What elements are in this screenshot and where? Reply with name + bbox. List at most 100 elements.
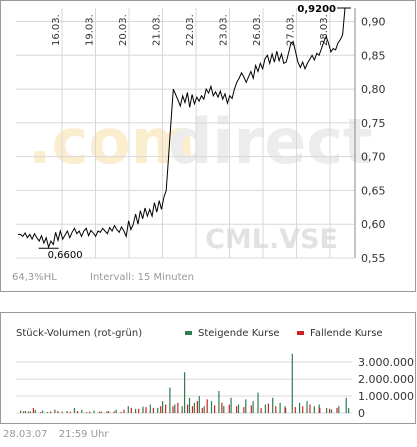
volume-bar-falling xyxy=(57,411,59,413)
volume-bar-falling xyxy=(160,406,162,413)
price-y-tick-labels: 0,90 0,85 0,80 0,75 0,70 0,65 0,60 0,55 xyxy=(361,16,386,265)
volume-bar-rising xyxy=(198,396,200,413)
volume-bar-falling xyxy=(250,405,252,413)
interval-label: Intervall: 15 Minuten xyxy=(90,272,194,283)
volume-bar-falling xyxy=(329,408,331,413)
volume-bar-falling xyxy=(27,411,30,413)
footer: 28.03.07 21:59 Uhr xyxy=(3,429,116,440)
volume-bar-rising xyxy=(326,407,328,413)
volume-bar-rising xyxy=(306,401,308,413)
volume-y-tick-label: 2.000.000 xyxy=(358,373,414,386)
footer-date: 28.03.07 xyxy=(3,429,48,440)
volume-bar-rising xyxy=(299,402,301,413)
volume-bar-rising xyxy=(174,404,176,413)
volume-bar-falling xyxy=(275,406,277,413)
footer-time: 21:59 Uhr xyxy=(58,429,109,440)
volume-bar-falling xyxy=(165,404,167,413)
volume-bar-falling xyxy=(319,407,321,413)
price-x-tick-label: 22.03. xyxy=(185,14,196,46)
volume-bar-rising xyxy=(46,412,49,413)
volume-bar-falling xyxy=(23,411,25,413)
volume-bar-falling xyxy=(187,404,189,413)
volume-bar-falling xyxy=(221,402,223,413)
price-x-tick-label: 19.03. xyxy=(85,14,96,46)
volume-bar-falling xyxy=(309,404,311,413)
legend-rising-label: Steigende Kurse xyxy=(198,328,280,339)
volume-bar-rising xyxy=(338,406,340,413)
volume-bar-falling xyxy=(196,401,198,413)
volume-bar-rising xyxy=(264,404,266,413)
volume-bar-falling xyxy=(89,411,91,413)
volume-bar-falling xyxy=(201,407,203,413)
volume-bar-rising xyxy=(181,406,183,413)
price-x-tick-label: 20.03. xyxy=(118,14,129,46)
volume-bars xyxy=(20,353,350,414)
volume-bar-falling xyxy=(260,407,262,413)
watermark-symbol: CML.VSE xyxy=(205,224,338,255)
price-x-tick-labels: 16.03. 19.03. 20.03. 21.03. 22.03. 23.03. 26.0… xyxy=(51,14,330,46)
volume-bar-falling xyxy=(69,411,71,413)
volume-y-tick-label: 3.000.000 xyxy=(358,356,414,369)
volume-bar-rising xyxy=(24,411,27,413)
legend-rising-swatch xyxy=(185,331,192,335)
volume-bar-falling xyxy=(113,411,115,413)
legend-falling-label: Fallende Kurse xyxy=(310,328,383,339)
volume-bar-rising xyxy=(291,353,293,413)
volume-bar-rising xyxy=(252,401,254,413)
volume-bar-rising xyxy=(272,397,274,414)
price-y-tick-label: 0,90 xyxy=(361,16,386,29)
volume-bar-rising xyxy=(348,407,350,413)
volume-bar-rising xyxy=(108,411,110,413)
volume-bar-falling xyxy=(130,407,132,413)
price-x-tick-label: 28.03. xyxy=(319,14,330,46)
volume-bar-rising xyxy=(54,409,56,413)
price-x-tick-label: 16.03. xyxy=(51,14,62,46)
volume-bar-rising xyxy=(218,391,220,413)
volume-bar-falling xyxy=(145,407,147,413)
volume-bar-falling xyxy=(123,409,125,413)
volume-bar-falling xyxy=(336,407,338,413)
price-panel-frame xyxy=(0,0,416,292)
volume-bar-rising xyxy=(230,397,232,414)
volume-bar-rising xyxy=(135,408,137,413)
volume-bar-rising xyxy=(223,406,225,413)
volume-bar-falling xyxy=(98,411,101,413)
volume-bar-rising xyxy=(279,402,281,413)
volume-bar-falling xyxy=(106,411,108,413)
volume-bar-rising xyxy=(29,411,31,413)
volume-bar-rising xyxy=(115,409,117,413)
volume-bar-falling xyxy=(267,403,269,413)
volume-bar-rising xyxy=(330,409,333,413)
volume-bar-falling xyxy=(214,405,216,413)
volume-bar-rising xyxy=(162,401,164,413)
price-x-tick-label: 26.03. xyxy=(252,14,263,46)
price-y-tick-label: 0,80 xyxy=(361,83,386,96)
volume-y-tick-labels: 3.000.000 2.000.000 1.000.000 0 xyxy=(358,356,414,420)
price-grid xyxy=(16,8,356,259)
volume-y-tick-label: 1.000.000 xyxy=(358,390,414,403)
volume-bar-falling xyxy=(228,404,230,413)
volume-bar-rising xyxy=(120,411,122,413)
price-series xyxy=(18,7,346,249)
volume-bar-rising xyxy=(127,406,129,413)
low-label: 0,6600 xyxy=(48,250,83,261)
hl-percent: 64,3%HL xyxy=(12,272,57,283)
legend-falling-swatch xyxy=(297,331,304,335)
price-x-tick-label: 21.03. xyxy=(152,14,163,46)
volume-bar-rising xyxy=(193,402,195,413)
volume-bar-falling xyxy=(236,406,238,413)
price-y-tick-label: 0,55 xyxy=(361,252,386,265)
volume-bar-rising xyxy=(184,372,186,413)
price-y-tick-label: 0,85 xyxy=(361,49,386,62)
volume-bar-falling xyxy=(302,406,304,413)
volume-title: Stück-Volumen (rot-grün) xyxy=(16,328,142,339)
volume-bar-rising xyxy=(73,407,76,413)
price-x-tick-label: 27.03. xyxy=(286,14,297,46)
volume-bar-falling xyxy=(191,406,194,413)
volume-bar-rising xyxy=(188,397,191,414)
volume-bar-rising xyxy=(237,404,240,413)
high-label: 0,9200 xyxy=(297,4,336,15)
volume-bar-falling xyxy=(206,399,208,413)
volume-bar-rising xyxy=(34,409,36,413)
volume-bar-rising xyxy=(20,410,22,413)
